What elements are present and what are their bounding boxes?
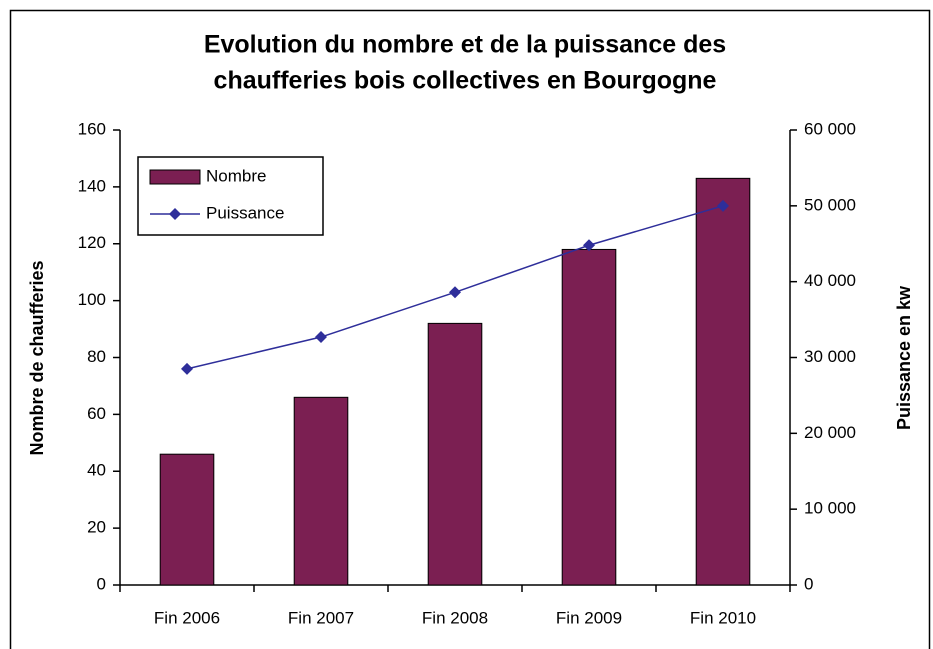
y-tick-label: 0 bbox=[97, 574, 106, 593]
y2-tick-label: 20 000 bbox=[804, 423, 856, 442]
y-tick-label: 120 bbox=[78, 233, 106, 252]
legend-label: Puissance bbox=[206, 203, 284, 222]
bar bbox=[695, 177, 751, 586]
y2-tick-label: 30 000 bbox=[804, 347, 856, 366]
marker bbox=[449, 286, 461, 299]
y2-tick-label: 0 bbox=[804, 574, 813, 593]
marker bbox=[717, 199, 729, 212]
bar bbox=[293, 396, 349, 586]
y-tick-label: 140 bbox=[78, 176, 106, 195]
x-tick-label: Fin 2009 bbox=[556, 608, 622, 627]
y2-tick-label: 60 000 bbox=[804, 119, 856, 138]
marker bbox=[181, 362, 193, 375]
y2-tick-label: 40 000 bbox=[804, 271, 856, 290]
y2-tick-label: 10 000 bbox=[804, 499, 856, 518]
y-tick-label: 100 bbox=[78, 290, 106, 309]
bar bbox=[427, 322, 483, 586]
y-axis-title: Nombre de chaufferies bbox=[27, 260, 47, 455]
y-tick-label: 40 bbox=[87, 461, 106, 480]
marker bbox=[315, 331, 327, 344]
y2-axis-title: Puissance en kw bbox=[894, 285, 914, 430]
marker bbox=[583, 239, 595, 252]
x-tick-label: Fin 2008 bbox=[422, 608, 488, 627]
legend-marker bbox=[169, 208, 181, 220]
x-tick-label: Fin 2007 bbox=[288, 608, 354, 627]
y-tick-label: 20 bbox=[87, 518, 106, 537]
bar bbox=[561, 248, 617, 586]
chart-title: Evolution du nombre et de la puissance d… bbox=[204, 31, 726, 59]
legend-label: Nombre bbox=[206, 166, 266, 185]
x-tick-label: Fin 2006 bbox=[154, 608, 220, 627]
y-tick-label: 60 bbox=[87, 404, 106, 423]
bar bbox=[159, 453, 215, 586]
y-tick-label: 80 bbox=[87, 347, 106, 366]
chart-title: chaufferies bois collectives en Bourgogn… bbox=[214, 67, 717, 95]
x-tick-label: Fin 2010 bbox=[690, 608, 756, 627]
y-tick-label: 160 bbox=[78, 119, 106, 138]
legend-swatch bbox=[149, 169, 201, 185]
y2-tick-label: 50 000 bbox=[804, 195, 856, 214]
